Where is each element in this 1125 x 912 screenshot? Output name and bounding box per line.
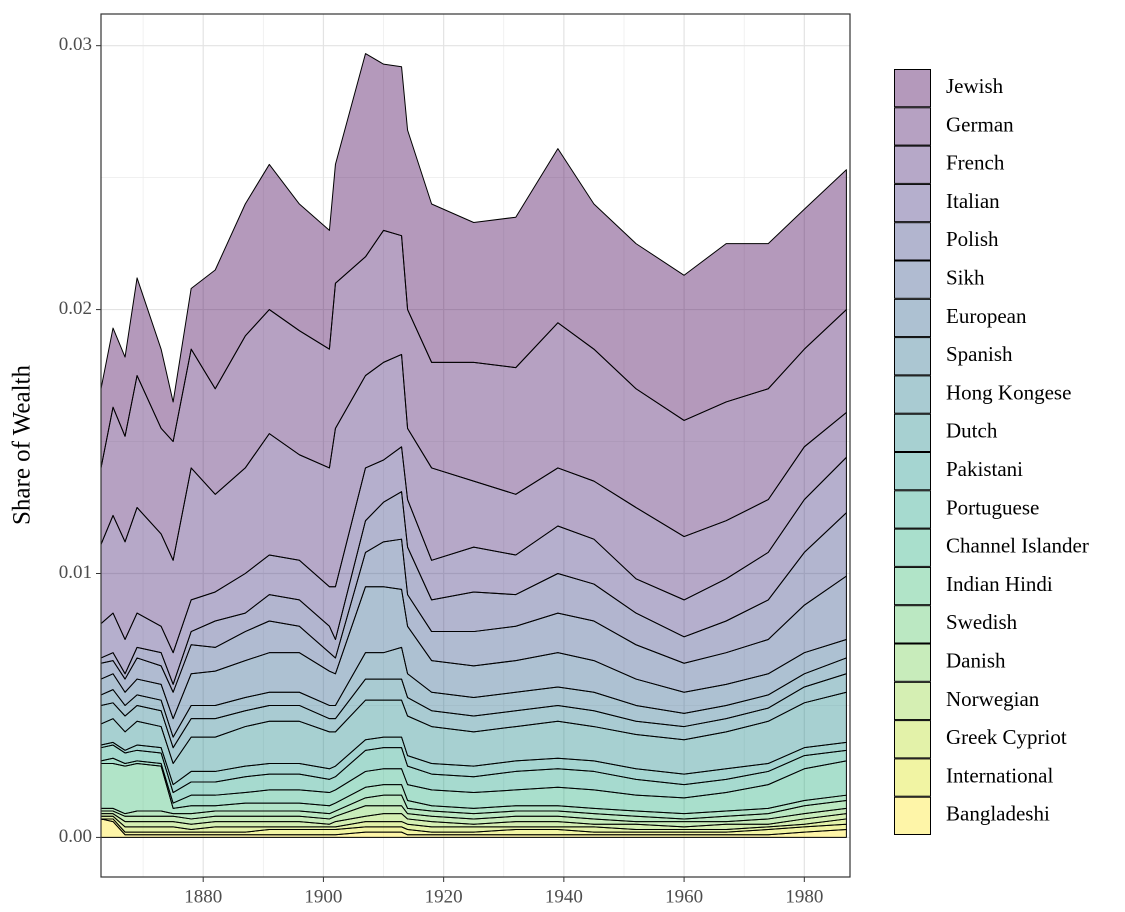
legend-label: Jewish [946,74,1004,98]
legend-key [894,490,931,529]
legend-key [894,796,931,836]
legend-key [894,69,931,108]
x-tick-label: 1920 [425,886,463,907]
legend-key [894,528,931,567]
legend-key [894,375,931,414]
legend-key-bg [894,758,931,797]
x-tick-label: 1940 [545,886,583,907]
legend-label: European [946,304,1027,328]
legend-label: Greek Cypriot [946,725,1067,749]
legend-key [894,605,931,644]
legend-key [894,681,931,721]
legend-key [894,222,931,261]
legend-key-bg [894,566,931,606]
legend-label: Dutch [946,419,998,443]
legend-label: Indian Hindi [946,572,1053,596]
panel-border [100,13,851,878]
legend-label: Polish [946,227,999,251]
legend-key [894,260,931,299]
x-tick-label: 1880 [184,886,222,907]
legend-label: Portuguese [946,495,1039,519]
x-tick-label: 1900 [304,886,342,907]
legend-key-bg [894,643,931,682]
y-axis-label: Share of Wealth [9,365,36,525]
legend-key [894,758,931,797]
legend-label: Swedish [946,610,1018,634]
y-tick-label: 0.03 [59,34,92,55]
legend-key-bg [894,490,931,529]
legend-key [894,337,931,376]
legend-key [894,183,931,223]
legend-label: Hong Kongese [946,380,1071,404]
legend-label: Sikh [946,265,985,289]
legend-key-bg [894,681,931,721]
legend-key [894,298,931,338]
legend-label: Italian [946,189,1000,213]
legend-key [894,720,931,759]
legend-key-bg [894,413,931,452]
legend-key-bg [894,260,931,299]
y-tick-label: 0.01 [59,562,92,583]
area [100,53,847,469]
legend-label: Danish [946,648,1006,672]
legend-key-bg [894,107,931,146]
y-tick-label: 0.02 [59,298,92,319]
legend-label: Norwegian [946,687,1040,711]
legend-label: French [946,151,1005,175]
legend-key [894,107,931,146]
legend-key-bg [894,375,931,414]
legend-key [894,413,931,453]
legend-label: Bangladeshi [946,802,1050,826]
legend-label: Spanish [946,342,1013,366]
legend-key-bg [894,528,931,567]
legend-key-bg [894,69,931,108]
legend-key-bg [894,298,931,338]
y-tick-label: 0.00 [59,826,92,847]
legend-key [894,452,931,491]
legend-key-bg [894,183,931,223]
legend-key [894,145,931,184]
legend-key-bg [894,222,931,261]
legend-key-bg [894,145,931,184]
legend-key-bg [894,605,931,644]
legend-label: German [946,112,1014,136]
legend-key-bg [894,337,931,376]
legend-key [894,643,931,682]
legend-label: Pakistani [946,457,1023,481]
x-tick-label: 1980 [785,886,823,907]
legend-label: International [946,763,1053,787]
legend-key-bg [894,720,931,759]
legend-label: Channel Islander [946,534,1089,558]
legend-key [894,566,931,606]
legend-key-bg [894,452,931,491]
x-tick-label: 1960 [665,886,703,907]
legend-key-bg [894,796,931,835]
